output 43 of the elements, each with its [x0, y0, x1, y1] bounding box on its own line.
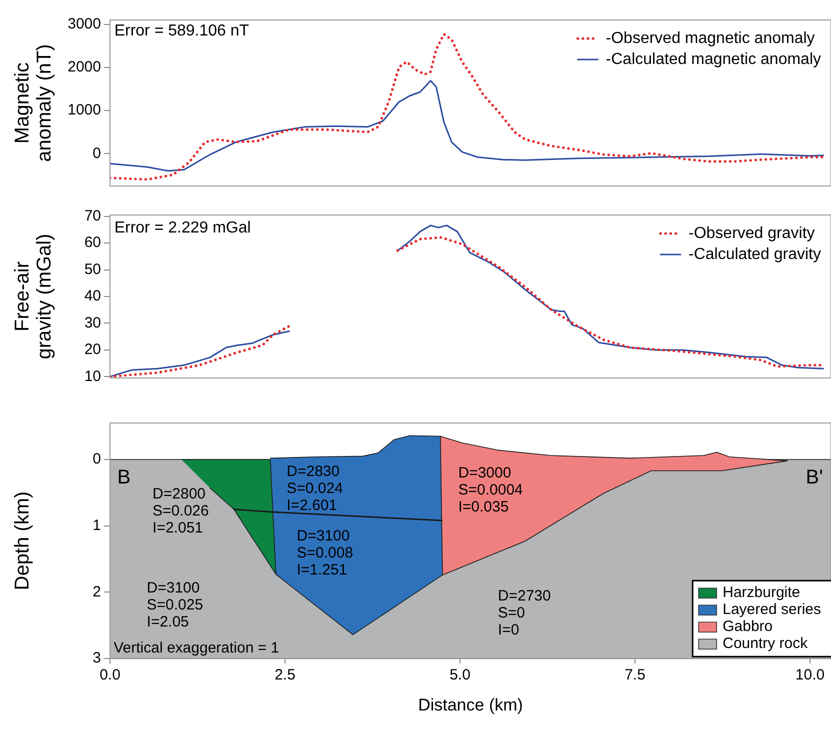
legend-label: Layered series	[722, 601, 822, 618]
y-tick-label: 70	[84, 207, 101, 224]
y-tick-label: 2	[92, 583, 101, 600]
y-axis-title: Depth (km)	[12, 491, 34, 590]
y-tick-label: 3000	[68, 15, 101, 32]
y-tick-label: 30	[84, 314, 101, 332]
annotation: D=2800 S=0.026 I=2.051	[152, 486, 209, 537]
y-tick-label: 10	[84, 368, 101, 385]
annotation: Error = 589.106 nT	[114, 22, 250, 40]
annotation: D=3100 S=0.025 I=2.05	[146, 579, 204, 630]
y-axis-title: Free-air gravity (mGal)	[12, 234, 56, 360]
y-tick-label: 1	[92, 517, 101, 534]
annotation: Vertical exaggeration = 1	[114, 640, 280, 657]
y-tick-label: 0	[92, 144, 101, 162]
annotation: D=3000 S=0.0004 I=0.035	[458, 464, 523, 516]
x-tick-label: 0.0	[100, 666, 120, 684]
annotation: B'	[806, 466, 823, 488]
annotation: D=2830 S=0.024 I=2.601	[286, 463, 343, 514]
x-tick-label: 2.5	[274, 666, 296, 684]
y-tick-label: 1000	[68, 102, 101, 119]
annotation: B	[117, 466, 131, 488]
annotation: D=2730 S=0 I=0	[498, 588, 551, 639]
x-tick-label: 7.5	[624, 666, 646, 684]
y-tick-label: 50	[84, 260, 101, 278]
y-tick-label: 0	[92, 450, 101, 468]
x-axis-title: Distance (km)	[418, 695, 523, 714]
y-tick-label: 60	[84, 234, 101, 252]
legend-label: -Observed gravity	[688, 224, 815, 242]
x-tick-label: 10.0	[795, 666, 825, 684]
annotation: Error = 2.229 mGal	[114, 219, 251, 236]
y-axis-title: Magnetic anomaly (nT)	[12, 44, 56, 162]
legend-label: Gabbro	[722, 618, 773, 636]
annotation: D=3100 S=0.008 I=1.251	[296, 528, 354, 579]
x-tick-label: 5.0	[450, 666, 470, 684]
legend-label: -Observed magnetic anomaly	[606, 30, 815, 47]
legend-label: -Calculated gravity	[688, 246, 821, 263]
y-tick-label: 3	[92, 650, 101, 667]
legend-label: -Calculated magnetic anomaly	[606, 50, 821, 68]
y-tick-label: 20	[84, 341, 101, 358]
legend-label: Country rock	[722, 635, 808, 652]
y-tick-label: 2000	[68, 58, 101, 76]
y-tick-label: 40	[84, 288, 101, 305]
legend-label: Harzburgite	[722, 584, 800, 602]
